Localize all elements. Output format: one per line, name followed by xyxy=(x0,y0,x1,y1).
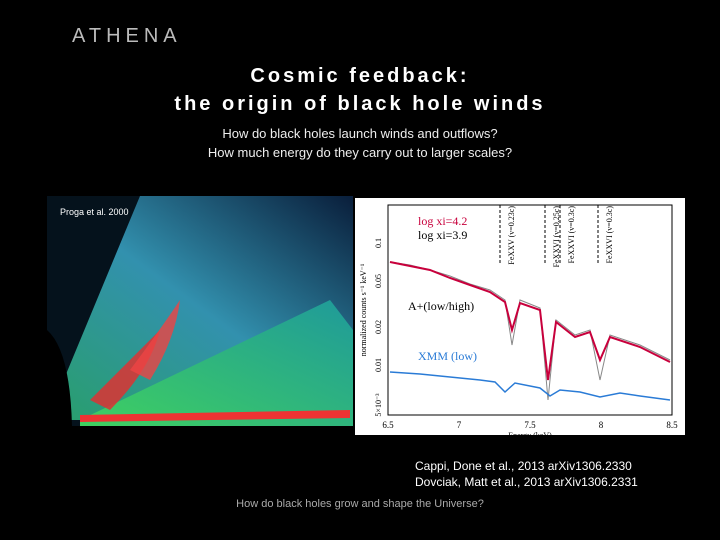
x-axis-label: Energy (keV) xyxy=(508,431,552,440)
legend-entry: log xi=3.9 xyxy=(418,228,467,242)
y-axis-label: normalized counts s⁻¹ keV⁻¹ xyxy=(359,263,368,356)
model-line xyxy=(389,261,671,381)
x-tick-label: 6.5 xyxy=(382,420,394,430)
credit-line: Cappi, Done et al., 2013 arXiv1306.2330 xyxy=(415,459,632,473)
x-tick-label: 8 xyxy=(599,420,604,430)
y-tick-label: 5×10⁻³ xyxy=(374,393,383,417)
title-line: the origin of black hole winds xyxy=(174,93,545,115)
simulation-image: Proga et al. 2000 xyxy=(47,196,353,426)
x-tick-label: 7 xyxy=(457,420,462,430)
footer-text: How do black holes grow and shape the Un… xyxy=(236,498,484,510)
y-tick-label: 0.05 xyxy=(374,274,383,288)
disk-edge xyxy=(80,410,350,422)
wind-fan xyxy=(47,196,353,420)
subtitle-line: How much energy do they carry out to lar… xyxy=(208,145,512,160)
line-label: FeXXV (v=0.23c) xyxy=(507,206,516,265)
y-tick-label: 0.1 xyxy=(374,238,383,248)
black-hole xyxy=(47,330,72,426)
wind-disk xyxy=(80,300,353,426)
x-tick-label: 8.5 xyxy=(666,420,678,430)
line-label: FeXXVI (v=0.25c) xyxy=(552,206,561,268)
title-line: Cosmic feedback: xyxy=(250,65,469,87)
model-line xyxy=(389,371,671,401)
model-line xyxy=(389,261,671,401)
y-tick-label: 0.02 xyxy=(374,320,383,334)
annotation: A+(low/high) xyxy=(408,299,474,313)
plot-frame xyxy=(387,204,673,416)
line-label: FeXXVI (v=0.3c) xyxy=(605,206,614,264)
subtitle-line: How do black holes launch winds and outf… xyxy=(222,126,497,141)
legend-entry: log xi=4.2 xyxy=(418,214,467,228)
spectrum-image: log xi=4.2 log xi=3.9 A+(low/high) XMM (… xyxy=(355,198,685,440)
annotation: XMM (low) xyxy=(418,349,477,363)
streak xyxy=(90,330,160,410)
streak xyxy=(130,300,180,380)
y-tick-label: 0.01 xyxy=(374,358,383,372)
credit-line: Dovciak, Matt et al., 2013 arXiv1306.233… xyxy=(415,475,638,489)
line-label: FeXXVI (v=0.3c) xyxy=(567,206,576,264)
x-tick-label: 7.5 xyxy=(524,420,536,430)
image-label: Proga et al. 2000 xyxy=(60,207,129,217)
image-bg xyxy=(355,198,685,435)
logo: ATHENA xyxy=(72,25,182,47)
